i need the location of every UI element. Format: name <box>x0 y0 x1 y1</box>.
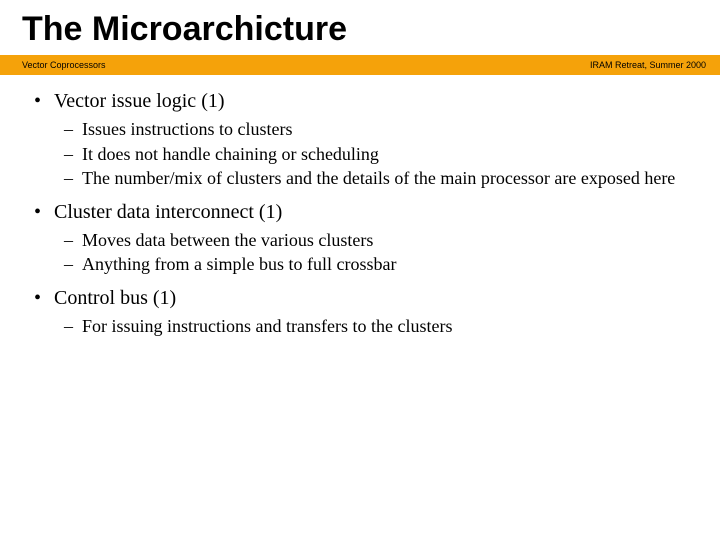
banner-bar: Vector Coprocessors IRAM Retreat, Summer… <box>0 55 720 75</box>
bullet-text: Vector issue logic (1) <box>54 90 225 112</box>
subbullet-item: Anything from a simple bus to full cross… <box>54 253 690 276</box>
subbullet-text: Moves data between the various clusters <box>82 230 373 250</box>
subbullet-text: The number/mix of clusters and the detai… <box>82 168 675 188</box>
banner-left-text: Vector Coprocessors <box>22 60 106 70</box>
slide-title: The Microarchicture <box>0 0 720 55</box>
subbullet-text: For issuing instructions and transfers t… <box>82 316 452 336</box>
subbullet-item: It does not handle chaining or schedulin… <box>54 143 690 166</box>
subbullet-item: Moves data between the various clusters <box>54 229 690 252</box>
bullet-item: Control bus (1) For issuing instructions… <box>30 286 690 338</box>
banner-right-text: IRAM Retreat, Summer 2000 <box>590 60 706 70</box>
subbullet-text: It does not handle chaining or schedulin… <box>82 144 379 164</box>
subbullet-text: Anything from a simple bus to full cross… <box>82 254 396 274</box>
subbullet-item: For issuing instructions and transfers t… <box>54 315 690 338</box>
slide-body: Vector issue logic (1) Issues instructio… <box>0 75 720 337</box>
slide: The Microarchicture Vector Coprocessors … <box>0 0 720 540</box>
bullet-item: Vector issue logic (1) Issues instructio… <box>30 89 690 190</box>
bullet-text: Control bus (1) <box>54 287 176 309</box>
subbullet-item: The number/mix of clusters and the detai… <box>54 167 690 190</box>
subbullet-text: Issues instructions to clusters <box>82 119 292 139</box>
bullet-item: Cluster data interconnect (1) Moves data… <box>30 200 690 276</box>
bullet-text: Cluster data interconnect (1) <box>54 201 282 223</box>
subbullet-item: Issues instructions to clusters <box>54 118 690 141</box>
